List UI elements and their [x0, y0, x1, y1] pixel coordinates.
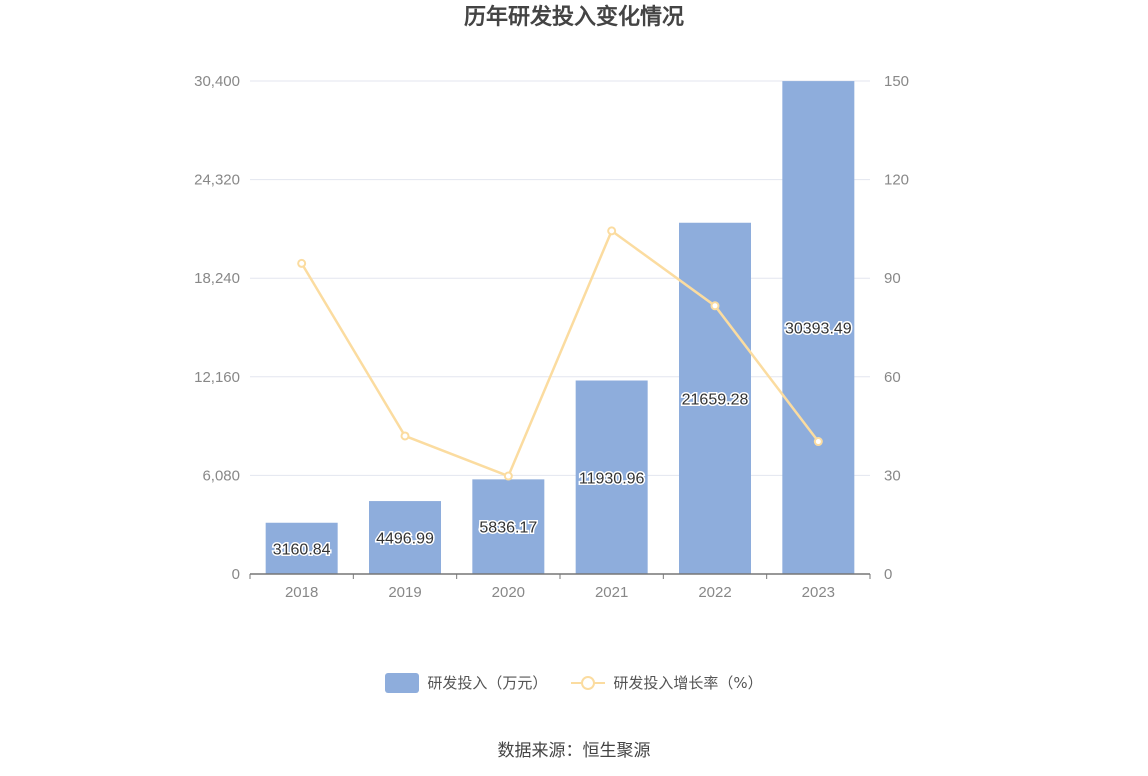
growth-rate-point — [813, 437, 823, 447]
y-left-tick-label: 12,160 — [194, 369, 240, 386]
bar-data-label: 21659.28 — [682, 391, 749, 408]
chart-title: 历年研发投入变化情况 — [463, 5, 684, 30]
chart-canvas: 0 0 6,080 30 12,160 60 18,240 90 24,320 120 30,400… — [194, 73, 909, 601]
bar-data-label: 5836.17 — [479, 520, 537, 537]
y-left-tick-label: 6,080 — [202, 467, 240, 484]
bar-series — [265, 81, 855, 574]
bar — [782, 81, 855, 574]
y-right-tick-label: 150 — [884, 73, 909, 90]
x-tick-label: 2020 — [492, 584, 525, 601]
line-series — [297, 226, 823, 481]
bar — [265, 522, 338, 574]
y-right-tick-label: 30 — [884, 467, 901, 484]
y-right-tick-label: 90 — [884, 270, 901, 287]
line-swatch-icon — [571, 673, 606, 693]
bar-data-label: 11930.96 — [579, 470, 645, 487]
growth-rate-point — [400, 431, 410, 441]
y-left-tick-label: 24,320 — [194, 172, 240, 189]
x-tick-label: 2022 — [698, 584, 731, 601]
legend-item-growth-rate[interactable]: 研发投入增长率（%） — [571, 672, 763, 693]
y-left-tick-label: 0 — [232, 566, 240, 583]
data-source: 数据来源：恒生聚源 — [497, 741, 651, 761]
bar — [369, 501, 441, 574]
bar-data-label: 3160.84 — [273, 541, 331, 558]
legend-label-rd-investment: 研发投入（万元） — [427, 674, 548, 692]
growth-rate-point — [503, 471, 513, 481]
bar — [575, 380, 648, 574]
y-right-tick-label: 0 — [884, 566, 892, 583]
growth-rate-point — [710, 301, 720, 311]
bar-data-label: 4496.99 — [376, 531, 434, 548]
y-left-tick-label: 30,400 — [194, 73, 240, 90]
data-labels: 3160.84 4496.99 5836.17 11930.96 21659.28 303… — [271, 319, 853, 560]
bar-data-label: 30393.49 — [785, 321, 852, 338]
grid-lines — [250, 80, 870, 476]
legend[interactable]: 研发投入（万元） 研发投入增长率（%） — [0, 672, 1148, 693]
x-tick-label: 2018 — [285, 584, 318, 601]
growth-rate-point — [607, 226, 617, 236]
growth-rate-line — [300, 229, 820, 478]
growth-rate-point — [297, 258, 307, 268]
bar — [472, 479, 545, 574]
y-right-tick-label: 120 — [884, 172, 909, 189]
x-tick-label: 2021 — [595, 584, 628, 601]
bar — [679, 222, 751, 574]
y-right-tick-label: 60 — [884, 369, 901, 386]
axes: 0 0 6,080 30 12,160 60 18,240 90 24,320 120 30,400… — [194, 73, 909, 601]
legend-item-rd-investment[interactable]: 研发投入（万元） — [385, 672, 547, 693]
bar-swatch-icon — [385, 672, 420, 693]
legend-label-growth-rate: 研发投入增长率（%） — [613, 674, 763, 692]
y-left-tick-label: 18,240 — [194, 270, 240, 287]
x-tick-label: 2019 — [388, 584, 421, 601]
x-tick-label: 2023 — [802, 584, 835, 601]
